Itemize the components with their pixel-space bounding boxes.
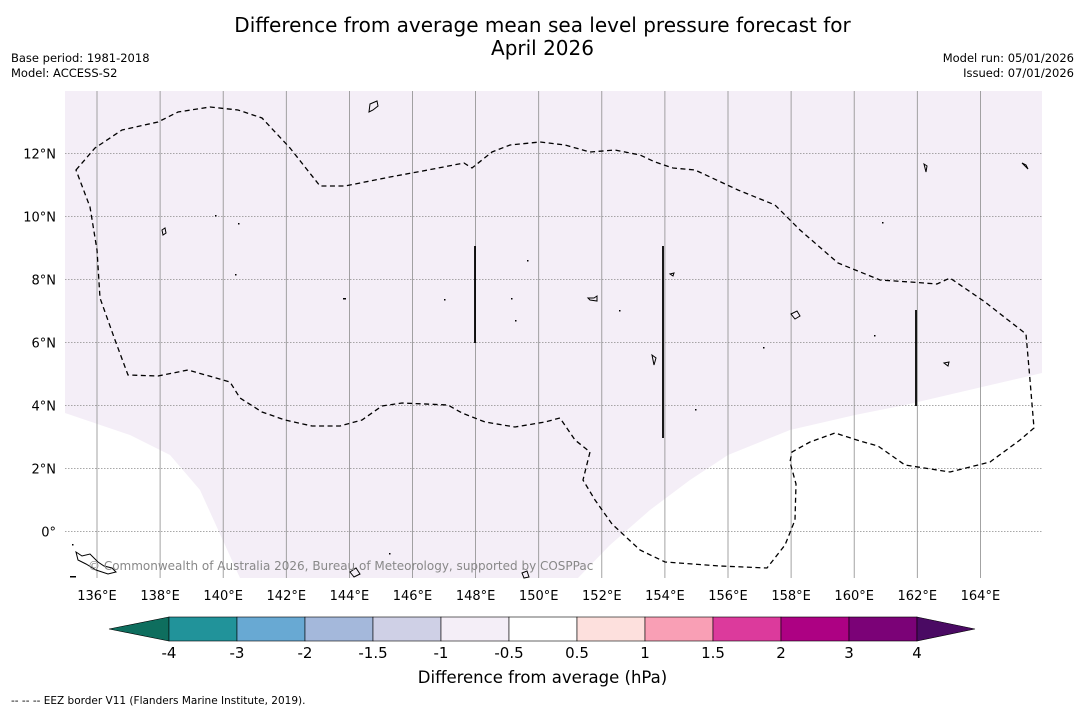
model-name: Model: ACCESS-S2 [11, 65, 118, 80]
lon-label: 148°E [456, 589, 496, 604]
lon-label: 164°E [961, 589, 1001, 604]
colorbar-swatch [168, 616, 238, 642]
anomaly-fill [65, 91, 1042, 578]
islet [444, 299, 446, 301]
islet [235, 274, 237, 276]
colorbar-tick: -1 [434, 644, 449, 662]
islet [882, 222, 884, 224]
lon-label: 158°E [771, 589, 811, 604]
lat-label: 12°N [23, 148, 56, 163]
island-chuuk [586, 295, 598, 302]
islets [70, 215, 884, 578]
lon-label: 150°E [519, 589, 559, 604]
island-pohnpei [790, 310, 801, 320]
lon-label: 140°E [203, 589, 243, 604]
colorbar-swatch [508, 616, 578, 642]
lon-label: 152°E [582, 589, 622, 604]
islet [215, 215, 217, 217]
islet [763, 347, 765, 349]
lon-label: 162°E [898, 589, 938, 604]
colorbar-tick: 1.5 [701, 644, 725, 662]
colorbar-tick: -0.5 [494, 644, 523, 662]
islet [511, 298, 513, 300]
longitude-labels: 136°E 138°E 140°E 142°E 144°E 146°E 148°E 150°E… [77, 589, 1000, 604]
islet [238, 223, 240, 225]
lon-label: 138°E [140, 589, 180, 604]
colorbar-tick: -3 [230, 644, 245, 662]
colorbar-tick: 0.5 [565, 644, 589, 662]
island-kosrae [942, 361, 950, 367]
colorbar-swatch [440, 616, 510, 642]
eez-border [75, 106, 1035, 569]
islet [874, 335, 876, 337]
colorbar-tick-labels: -4 -3 -2 -1.5 -1 -0.5 0.5 1 1.5 2 3 4 [162, 644, 922, 662]
colorbar-swatch [848, 616, 918, 642]
island-marshall-a [923, 162, 928, 173]
lon-label: 146°E [393, 589, 433, 604]
colorbar-tick: 2 [776, 644, 786, 662]
islands [75, 100, 1029, 579]
graticule [65, 91, 1042, 578]
colorbar-swatch [644, 616, 714, 642]
lat-label: 2°N [32, 463, 57, 478]
colorbar-swatch [304, 616, 374, 642]
colorbar [108, 616, 976, 642]
colorbar-tick: 3 [844, 644, 854, 662]
lat-label: 0° [41, 526, 56, 541]
meta-left: Base period: 1981-2018 Model: ACCESS-S2 [11, 51, 150, 80]
lon-label: 144°E [330, 589, 370, 604]
colorbar-tick: -2 [298, 644, 313, 662]
island-atoll-a [651, 353, 657, 366]
issued-date: Issued: 07/01/2026 [963, 65, 1074, 80]
lon-label: 160°E [834, 589, 874, 604]
island-marshall-b [1021, 162, 1029, 170]
base-period: Base period: 1981-2018 [11, 51, 150, 65]
lon-label: 154°E [645, 589, 685, 604]
island-pingelap [668, 272, 675, 277]
lon-label: 156°E [708, 589, 748, 604]
island-bismarck [349, 567, 361, 578]
colorbar-tick: 4 [912, 644, 922, 662]
lon-label: 136°E [77, 589, 117, 604]
colorbar-swatch [780, 616, 850, 642]
islet [72, 544, 74, 546]
model-run: Model run: 05/01/2026 [942, 51, 1074, 65]
title-line-2: April 2026 [491, 36, 594, 60]
colorbar-tick: -4 [162, 644, 177, 662]
latitude-labels: 12°N 10°N 8°N 6°N 4°N 2°N 0° [23, 148, 56, 541]
colorbar-over-arrow [916, 616, 976, 642]
colorbar-swatch [712, 616, 782, 642]
colorbar-swatch [372, 616, 442, 642]
islet [70, 576, 76, 578]
colorbar-swatch [576, 616, 646, 642]
title-line-1: Difference from average mean sea level p… [234, 13, 851, 37]
islet [527, 260, 529, 262]
lon-label: 142°E [267, 589, 307, 604]
colorbar-under-arrow [108, 616, 170, 642]
islet [343, 298, 346, 300]
islet [389, 553, 391, 555]
lat-label: 6°N [32, 337, 57, 352]
island-guam [368, 100, 379, 113]
map-title: Difference from average mean sea level p… [0, 14, 1085, 60]
meta-right: Model run: 05/01/2026 Issued: 07/01/2026 [943, 51, 1074, 80]
islet [619, 310, 621, 312]
colorbar-tick: 1 [640, 644, 650, 662]
colorbar-swatch [236, 616, 306, 642]
lat-label: 8°N [32, 274, 57, 289]
island-png-coast [75, 550, 117, 575]
credit-text: © Commonwealth of Australia 2026, Bureau… [88, 559, 593, 573]
islet [515, 320, 517, 322]
lat-label: 10°N [23, 211, 56, 226]
eez-legend: -- -- -- EEZ border V11 (Flanders Marine… [11, 695, 306, 707]
islet [695, 409, 697, 411]
lat-label: 4°N [32, 400, 57, 415]
colorbar-label: Difference from average (hPa) [417, 668, 668, 687]
colorbar-tick: -1.5 [358, 644, 387, 662]
island-palau [161, 227, 167, 236]
island-manus [521, 570, 530, 579]
